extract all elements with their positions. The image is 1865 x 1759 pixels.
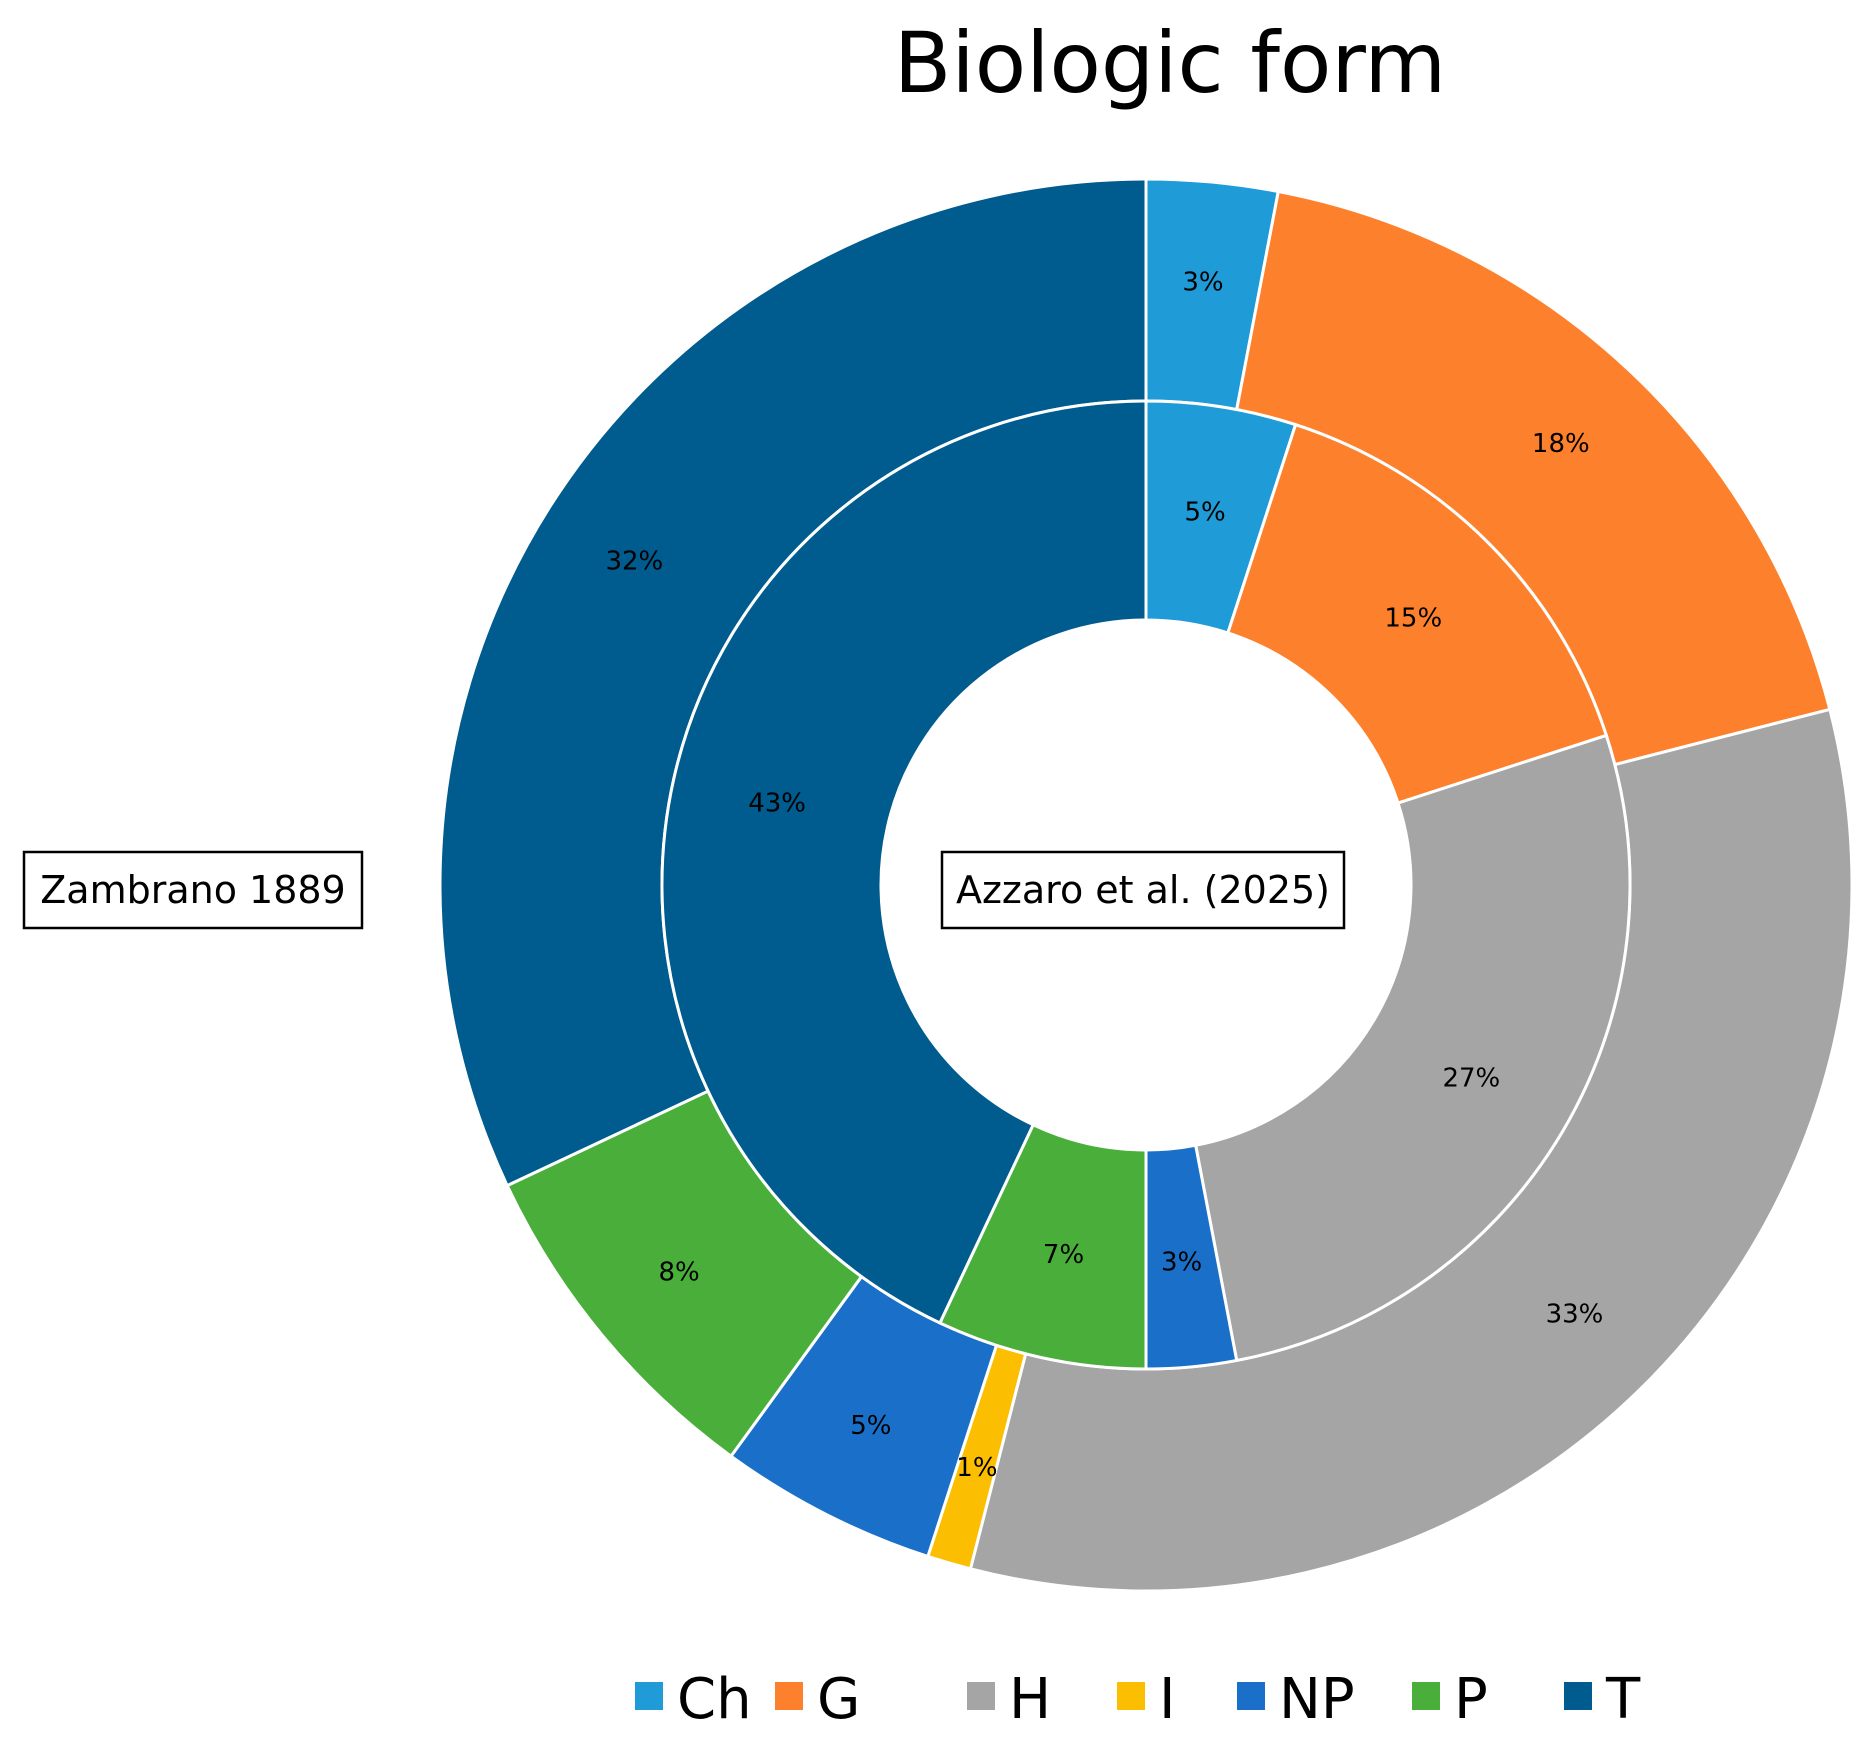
inner-ring [660,399,1632,1371]
outer-series-label: Zambrano 1889 [40,868,345,912]
legend-label-h: H [1009,1667,1051,1732]
legend-swatch-np [1237,1682,1265,1710]
inner-slice-label-t: 43% [748,789,806,819]
legend-label-p: P [1454,1667,1488,1732]
inner-slice-label-ch: 5% [1185,498,1226,528]
legend-swatch-p [1412,1682,1440,1710]
outer-series-label-box: Zambrano 1889 [22,850,364,930]
outer-slice-label-p: 8% [658,1257,699,1287]
inner-slice-t [660,399,1148,1325]
outer-slice-label-ch: 3% [1182,268,1223,298]
inner-slice-label-np: 3% [1161,1247,1202,1277]
outer-slice-label-h: 33% [1546,1300,1604,1330]
legend-swatch-g [775,1682,803,1710]
slice-labels: 5% 15% 27% 3% 7% 43% 3% 18% 33% 1% 5% 8% 32% [605,268,1603,1483]
chart-title: Biologic form [894,14,1446,112]
legend-label-i: I [1159,1667,1176,1732]
inner-slice-g [1226,422,1609,805]
legend: Ch G H I NP P T [635,1667,1641,1732]
outer-slice-label-i: 1% [956,1453,997,1483]
legend-label-np: NP [1279,1667,1355,1732]
outer-slice-label-np: 5% [850,1411,891,1441]
outer-slice-label-t: 32% [605,546,663,576]
inner-slice-h [1193,733,1632,1363]
legend-swatch-ch [635,1682,663,1710]
inner-series-label: Azzaro et al. (2025) [956,868,1330,912]
outer-ring [438,177,1854,1593]
inner-slice-label-h: 27% [1442,1063,1500,1093]
outer-slice-label-g: 18% [1532,429,1590,459]
inner-slice-label-g: 15% [1384,604,1442,634]
legend-label-g: G [817,1667,860,1732]
legend-label-ch: Ch [677,1667,752,1732]
legend-swatch-h [967,1682,995,1710]
legend-swatch-t [1564,1682,1592,1710]
legend-swatch-i [1117,1682,1145,1710]
inner-series-label-box: Azzaro et al. (2025) [940,850,1346,930]
inner-slice-label-p: 7% [1043,1240,1084,1270]
legend-label-t: T [1605,1667,1641,1732]
